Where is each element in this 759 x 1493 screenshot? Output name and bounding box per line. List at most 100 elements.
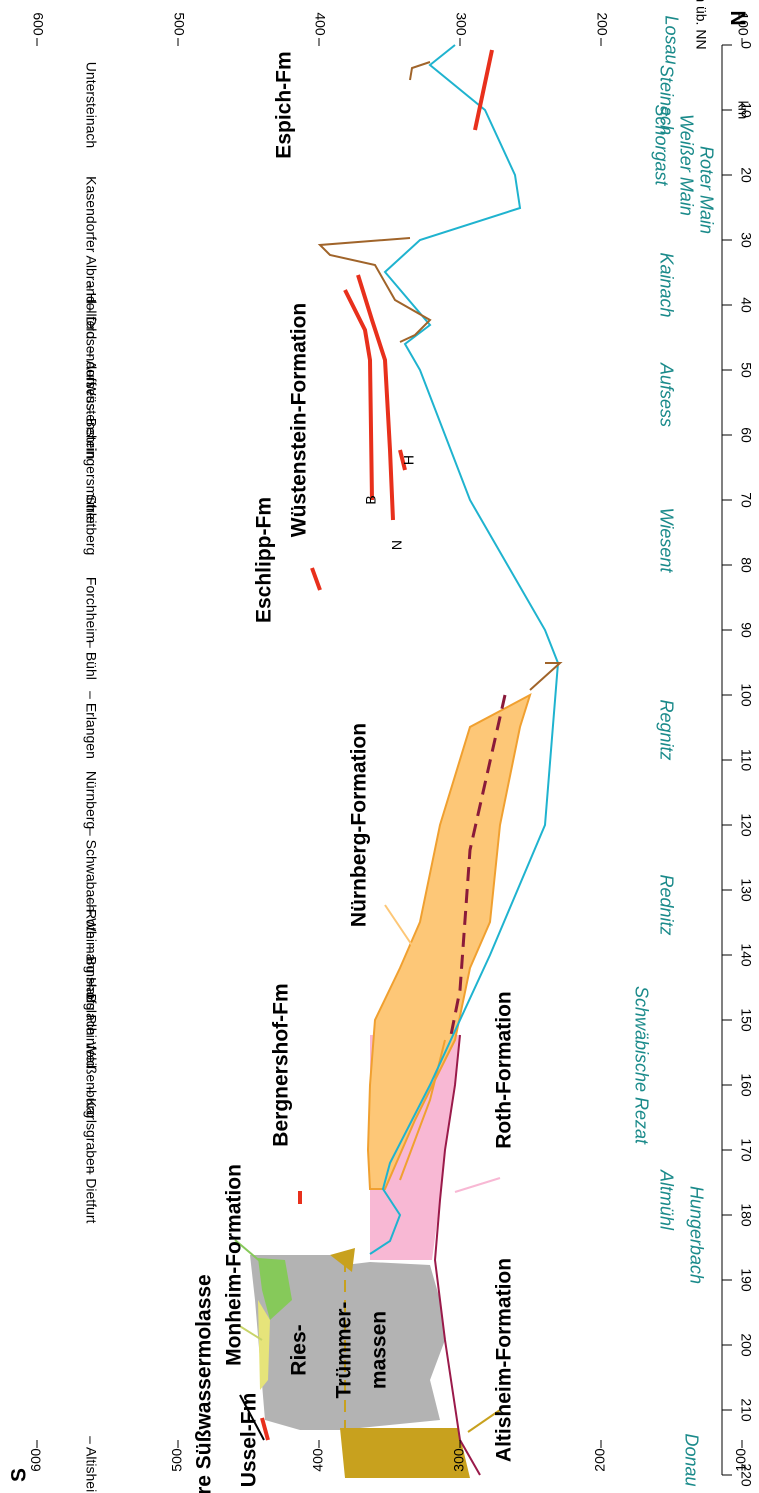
river-label: Rednitz [656,874,676,935]
base-line [433,1034,481,1476]
place-label: Forchheim [83,577,99,643]
nuernberg-formation [366,692,532,1190]
formation-label: Roth-Formation [493,991,516,1148]
river-profile [369,44,560,1255]
km-tick-label: 190 [738,1268,754,1292]
river-label: Kainach [656,252,676,317]
km-tick-label: 70 [738,492,754,508]
river-label: Losau [661,15,681,64]
place-label: – Schwabach [83,828,99,912]
formation-label: Bergnershof-Fm [270,983,293,1146]
place-label: – Bg Pleinfeld [83,982,99,1068]
relief [317,237,432,343]
pointer [454,1177,501,1193]
line-marker: N [389,540,405,550]
line-b [343,289,374,501]
elevation-tick-label: 500 [171,12,187,36]
pointer [467,1409,501,1433]
river-label: Altmühl [656,1169,676,1231]
km-tick-label: 210 [738,1398,754,1422]
km-tick-label: 50 [738,362,754,378]
place-label: – Erlangen [83,691,99,759]
km-tick-label: 170 [738,1138,754,1162]
place-label: Weißenburg [83,1042,99,1118]
elevation-tick-label: 500 [169,1448,185,1472]
elevation-tick-label: 100 [733,1448,749,1472]
km-tick-label: 80 [738,557,754,573]
formation-label: Altisheim-Formation [493,1258,516,1462]
strata [250,692,532,1478]
place-label: Streitberg [83,495,99,556]
north-label: N [728,10,751,25]
river-label: Roter Main [696,146,716,234]
km-tick-label: 120 [738,813,754,837]
km-tick-label: 220 [738,1463,754,1487]
elevation-tick-label: 200 [594,12,610,36]
elevation-tick-label: 200 [592,1448,608,1472]
labels: S Nm üb. NN km 0 10 20 30 40 50 60 70 80 90 100 110 120… [8,0,755,1493]
km-tick-label: 200 [738,1333,754,1357]
formation-label: Espich-Fm [273,51,296,158]
elevation-tick-label: 600 [30,12,46,36]
place-label: – Bg Hauslach [83,944,99,1035]
formation-label: Eschlipp-Fm [253,497,276,623]
elevation-tick-label: 400 [312,12,328,36]
red-horizons [260,49,494,1441]
formation-label: Trümmer- [333,1302,356,1399]
pointer [234,1239,269,1269]
river-label: Hungerbach [686,1186,706,1284]
river-label: Schorgast [651,104,671,186]
line-n [356,274,395,521]
pointer [237,1324,263,1341]
monheim-formation [258,1258,292,1320]
pointers [234,904,501,1441]
ussel-fm [258,1300,270,1390]
km-tick-label: 30 [738,232,754,248]
place-label: – Karlsgraben [83,1086,99,1173]
espich-line [473,49,494,131]
km-tick-label: 140 [738,943,754,967]
line-marker: H [401,455,417,465]
formation-label: massen [368,1311,391,1389]
km-tick-label: 20 [738,167,754,183]
altisheim-formation [340,1428,470,1478]
nuernberg-inner-edge [399,1039,446,1181]
dashed-base [448,694,507,1041]
rivers-and-relief [317,44,563,1255]
formation-label: Nürnberg-Formation [348,723,371,927]
elevation-unit: m üb. NN [693,0,709,50]
river-label: Steinach [656,65,676,135]
km-unit: km [735,101,751,120]
place-label: – Aufsess [83,350,99,411]
river-label: Donau [681,1433,701,1486]
pointer [239,1394,265,1441]
line-marker: B [363,495,379,504]
elevation-tick-label: 600 [28,1448,44,1472]
place-label: – Behringersmühle [83,406,99,524]
place-label: Kasendorfer Albrand [83,176,99,304]
altisheim-outcrop [330,1248,355,1272]
ries-truemmermassen [250,1255,445,1430]
elevation-tick-label: 100 [735,12,751,36]
elevation-tick-label: 400 [310,1448,326,1472]
river-label: Weißer Main [676,114,696,216]
km-tick-label: 180 [738,1203,754,1227]
km-tick-label: 100 [738,683,754,707]
km-tick-label: 10 [738,102,754,118]
place-label: Untersteinach [83,62,99,148]
place-label: – Drosendorf [83,305,99,386]
line-h [398,449,407,471]
km-tick-label: 40 [738,297,754,313]
formation-label: Ries- [288,1324,311,1375]
river-label: Wiesent [656,508,676,574]
eschlipp-line [310,567,322,591]
km-tick-label: 110 [738,749,754,772]
formation-label: Ussel-Fm [238,1393,261,1488]
elevation-tick-label: 300 [451,1448,467,1472]
km-tick-label: 150 [738,1008,754,1032]
place-label: Nürnberg [83,771,99,829]
place-label: – Roth [83,897,99,938]
place-label: – Hollfeld [83,281,99,339]
relief [529,662,563,691]
